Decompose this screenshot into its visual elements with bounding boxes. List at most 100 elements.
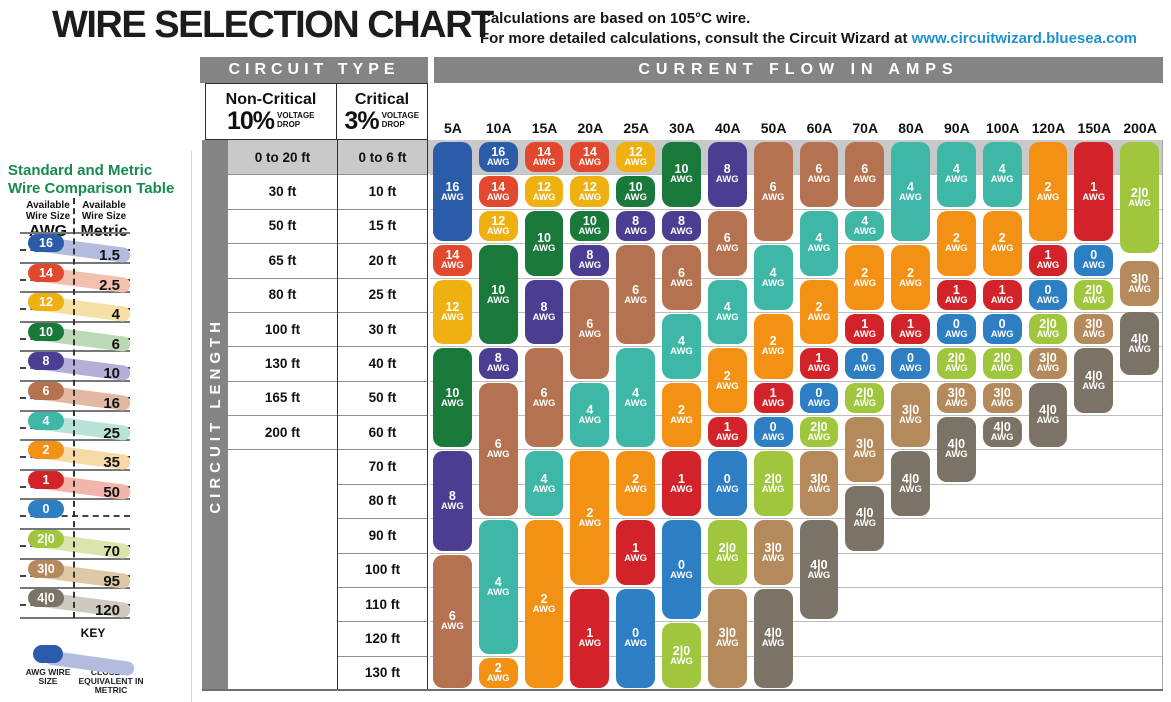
wire-pill-unit: AWG xyxy=(715,483,739,495)
wire-pill-25A: 12 AWG xyxy=(616,142,656,173)
awg-pill: 8 xyxy=(28,352,64,371)
wire-pill-25A: 8 AWG xyxy=(616,210,656,242)
noncritical-voltage-drop-label: VOLTAGE DROP xyxy=(277,111,315,129)
wire-pill-200A: 4|0 AWG xyxy=(1120,312,1159,376)
wire-pill-size: 0 xyxy=(815,385,823,400)
amp-column-label: 40A xyxy=(714,120,741,136)
wire-pill-unit: AWG xyxy=(1036,415,1060,426)
wire-pill-size: 4 xyxy=(723,299,731,314)
wire-pill-unit: AWG xyxy=(853,329,877,341)
wire-pill-unit: AWG xyxy=(578,191,602,203)
wire-pill-size: 6 xyxy=(540,385,548,400)
wire-pill-size: 4|0 xyxy=(1085,368,1103,383)
wire-pill-15A: 2 AWG xyxy=(524,520,564,688)
wire-pill-100A: 0 AWG xyxy=(982,313,1022,345)
wire-pill-60A: 1 AWG xyxy=(799,348,839,379)
wire-pill-size: 0 xyxy=(769,420,777,435)
wire-pill-size: 0 xyxy=(907,351,914,366)
row-label-critical: 100 ft xyxy=(364,562,401,578)
wire-pill-size: 3|0 xyxy=(947,385,966,400)
wire-pill-size: 3|0 xyxy=(993,385,1011,400)
wire-pill-unit: AWG xyxy=(624,225,647,237)
wire-pill-size: 1 xyxy=(998,282,1006,297)
wire-pill-unit: AWG xyxy=(441,191,464,203)
wire-pill-unit: AWG xyxy=(1082,260,1106,272)
wire-pill-size: 4|0 xyxy=(993,420,1011,435)
row-label-noncritical: 200 ft xyxy=(264,424,301,440)
wire-pill-50A: 6 AWG xyxy=(753,142,793,242)
wire-pill-unit: AWG xyxy=(715,243,739,255)
gridline xyxy=(430,243,1162,245)
amp-column-label: 20A xyxy=(577,120,604,136)
wire-pill-120A: 2|0 AWG xyxy=(1028,313,1068,345)
amp-column-label: 30A xyxy=(669,120,695,136)
wire-pill-size: 0 xyxy=(677,557,685,572)
wire-pill-size: 4|0 xyxy=(1039,403,1057,417)
wire-pill-size: 2|0 xyxy=(993,351,1011,366)
comparison-table-divider xyxy=(73,198,75,618)
wire-pill-size: 8 xyxy=(723,162,731,177)
wire-pill-size: 1 xyxy=(723,420,731,435)
wire-pill-size: 16 xyxy=(445,179,460,194)
wire-pill-size: 0 xyxy=(952,317,960,332)
wire-pill-size: 10 xyxy=(537,231,551,246)
circuit-wizard-link[interactable]: www.circuitwizard.bluesea.com xyxy=(911,30,1137,47)
voltage-drop-subheaders: Non-Critical 10% VOLTAGE DROP Critical 3… xyxy=(205,83,428,140)
wire-pill-25A: 2 AWG xyxy=(616,451,656,517)
wire-pill-30A: 2|0 AWG xyxy=(662,623,701,688)
wire-pill-unit: AWG xyxy=(715,311,739,323)
wire-pill-unit: AWG xyxy=(578,415,602,426)
amp-column-label: 15A xyxy=(531,120,558,136)
awg-pill: 2|0 xyxy=(28,530,64,548)
awg-pill: 0 xyxy=(28,500,64,519)
wire-pill-size: 2 xyxy=(632,471,640,486)
comparison-row-dashed-line xyxy=(20,515,130,518)
amp-column-label: 25A xyxy=(623,120,649,136)
wire-pill-size: 8 xyxy=(448,488,456,503)
row-divider-line xyxy=(338,518,427,520)
wire-pill-100A: 3|0 AWG xyxy=(982,382,1022,413)
wire-pill-unit: AWG xyxy=(990,397,1014,409)
wire-pill-size: 12 xyxy=(582,179,597,194)
wire-pill-15A: 6 AWG xyxy=(524,348,564,448)
wire-pill-size: 4 xyxy=(998,162,1006,177)
wire-pill-90A: 1 AWG xyxy=(936,279,976,310)
wire-pill-size: 3|0 xyxy=(1039,351,1057,366)
row-label-critical: 80 ft xyxy=(368,493,397,509)
wire-pill-size: 6 xyxy=(448,609,456,624)
wire-pill-unit: AWG xyxy=(899,415,922,426)
gridline xyxy=(430,380,1162,382)
wire-pill-80A: 4 AWG xyxy=(891,142,930,242)
row-label-critical: 60 ft xyxy=(368,424,397,440)
comparison-row-divider xyxy=(20,232,130,234)
table-bottom-border xyxy=(202,689,1163,691)
amp-column-label: 10A xyxy=(485,120,512,136)
wire-pill-size: 3|0 xyxy=(1130,271,1149,286)
wire-pill-unit: AWG xyxy=(486,225,510,237)
wire-pill-size: 2|0 xyxy=(764,471,782,486)
wire-pill-size: 3|0 xyxy=(718,626,736,641)
metric-value: 16 xyxy=(103,395,120,412)
wire-pill-100A: 2|0 AWG xyxy=(982,348,1022,379)
wire-pill-size: 2 xyxy=(1044,179,1052,194)
subtitle-line1: Calculations are based on 105°C wire. xyxy=(480,10,751,27)
comparison-row-divider xyxy=(20,587,130,590)
row-divider-line xyxy=(228,449,337,451)
key-title: KEY xyxy=(80,626,106,640)
wire-pill-unit: AWG xyxy=(944,243,968,255)
wire-pill-unit: AWG xyxy=(807,483,831,495)
wire-pill-size: 6 xyxy=(586,317,594,332)
row-label-critical: 10 ft xyxy=(368,184,397,200)
metric-value: 10 xyxy=(103,365,120,383)
wire-pill-50A: 4|0 AWG xyxy=(753,588,793,688)
critical-percent: 3% xyxy=(344,106,379,135)
amp-column-label: 50A xyxy=(760,120,787,136)
wire-pill-size: 4 xyxy=(586,403,594,417)
row-divider-line xyxy=(228,346,337,348)
wire-pill-unit: AWG xyxy=(761,191,785,203)
amp-column-label: 120A xyxy=(1031,120,1066,136)
wire-pill-50A: 2 AWG xyxy=(753,313,793,379)
row-label-critical: 0 to 6 ft xyxy=(358,149,407,165)
wire-pill-90A: 4|0 AWG xyxy=(936,417,976,482)
